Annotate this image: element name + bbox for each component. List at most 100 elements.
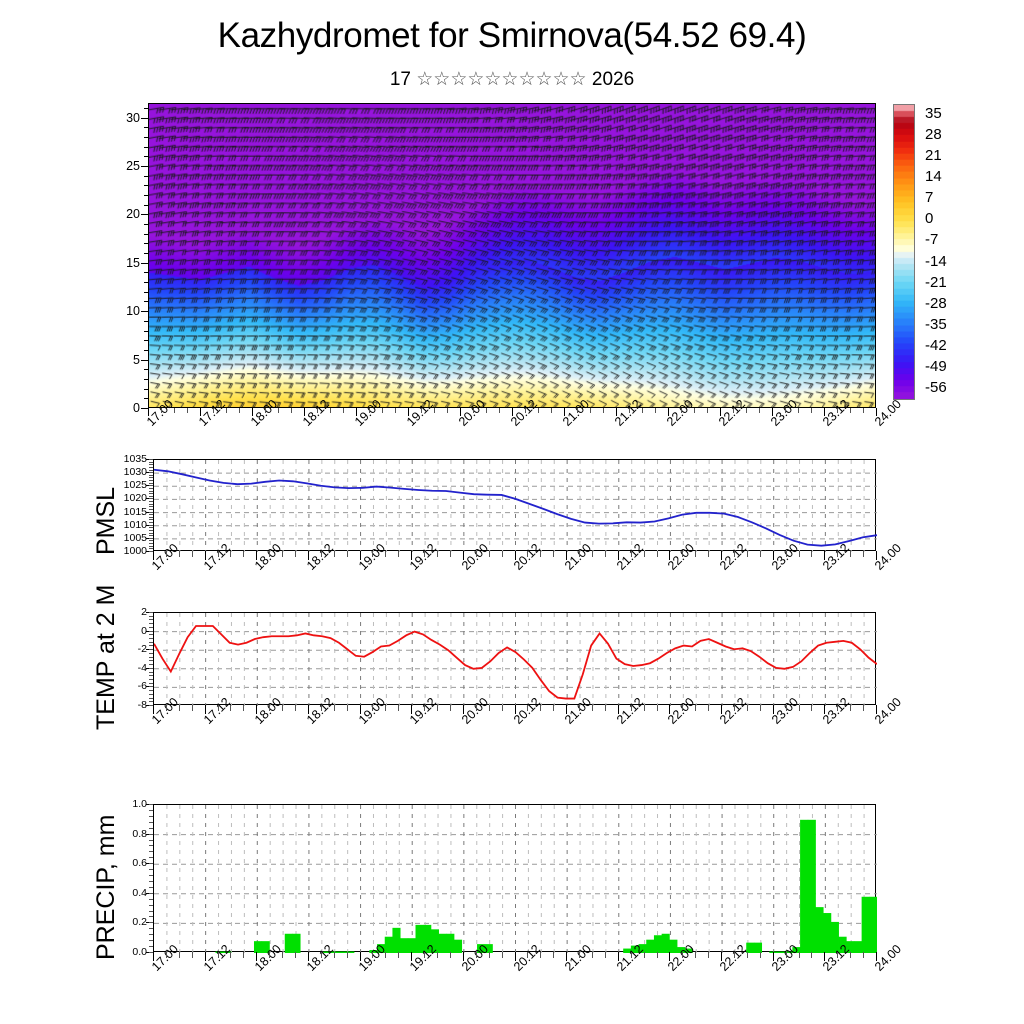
precip-y-tick-label: 1.0 (132, 798, 147, 810)
pmsl-x-minor-tick (799, 551, 800, 557)
main-y-tick-label: 10 (126, 304, 140, 319)
pmsl-y-minor-tick (149, 535, 153, 536)
pmsl-y-minor-tick (149, 519, 153, 520)
main-x-minor-tick (278, 408, 279, 413)
main-x-minor-tick (590, 408, 591, 413)
temp-y-minor-tick (149, 686, 153, 687)
precip-bar (423, 924, 432, 953)
precip-bar (369, 950, 378, 953)
pmsl-x-minor-tick (179, 551, 180, 557)
temp-x-minor-tick (837, 705, 838, 711)
pmsl-y-tick-label: 1035 (123, 453, 147, 465)
precip-y-tick-label: 0.4 (132, 886, 147, 899)
pmsl-x-minor-tick (385, 551, 386, 557)
pmsl-y-minor-tick (149, 472, 153, 473)
pmsl-x-minor-tick (657, 551, 658, 557)
temp-y-minor-tick (149, 672, 153, 673)
temp-y-tick-label: -8 (137, 699, 147, 711)
precip-y-minor-tick (149, 893, 153, 894)
temp-x-minor-tick (527, 705, 528, 711)
pmsl-x-minor-tick (424, 551, 425, 557)
main-y-minor-tick (144, 127, 148, 128)
pmsl-x-minor-tick (850, 551, 851, 557)
pmsl-x-minor-tick (579, 551, 580, 557)
main-y-minor-tick (144, 292, 148, 293)
colorbar-tick-label: -7 (925, 231, 939, 249)
main-x-minor-tick (226, 408, 227, 413)
precip-x-minor-tick (179, 952, 180, 958)
temp-y-minor-tick (149, 649, 153, 650)
precip-y-minor-tick (149, 911, 153, 912)
main-y-minor-tick (144, 243, 148, 244)
precip-x-minor-tick (863, 952, 864, 958)
precip-y-minor-tick (149, 952, 153, 953)
pmsl-x-minor-tick (837, 551, 838, 557)
precip-x-minor-tick (799, 952, 800, 958)
temp-panel (153, 612, 877, 706)
precip-bar (784, 951, 793, 953)
precip-bar (677, 947, 686, 953)
pmsl-y-minor-tick (149, 512, 153, 513)
pmsl-y-minor-tick (149, 540, 153, 541)
precip-bar (384, 936, 393, 953)
precip-y-minor-tick (149, 922, 153, 923)
precip-y-minor-tick (149, 875, 153, 876)
pmsl-x-minor-tick (218, 551, 219, 557)
precip-y-minor-tick (149, 863, 153, 864)
precip-x-minor-tick (230, 952, 231, 958)
main-x-minor-tick (681, 408, 682, 413)
main-y-minor-tick (144, 398, 148, 399)
pmsl-x-minor-tick (437, 551, 438, 557)
temp-x-minor-tick (657, 705, 658, 711)
precip-x-minor-tick (502, 952, 503, 958)
temp-x-tick (205, 705, 206, 714)
precip-x-minor-tick (398, 952, 399, 958)
pmsl-x-tick (566, 551, 567, 560)
precip-x-minor-tick (489, 952, 490, 958)
temp-x-minor-tick (786, 705, 787, 711)
precip-bar (807, 819, 816, 953)
precip-x-tick (205, 952, 206, 961)
temp-y-minor-tick (149, 690, 153, 691)
temp-x-minor-tick (385, 705, 386, 711)
precip-x-tick (618, 952, 619, 961)
precip-bar (638, 944, 647, 953)
precip-bar (661, 933, 670, 953)
precip-bar (746, 942, 755, 953)
precip-bar (823, 913, 832, 953)
colorbar-tick-label: -21 (925, 273, 947, 291)
pmsl-x-minor-tick (592, 551, 593, 557)
temp-x-minor-tick (850, 705, 851, 711)
precip-x-minor-tick (450, 952, 451, 958)
pmsl-x-minor-tick (347, 551, 348, 557)
pmsl-y-minor-tick (149, 459, 153, 460)
pmsl-y-minor-tick (149, 506, 153, 507)
precip-bar (223, 951, 232, 953)
main-y-minor-tick (144, 108, 148, 109)
main-y-minor-tick (144, 331, 148, 332)
main-x-minor-tick (785, 408, 786, 413)
pmsl-y-minor-tick (149, 493, 153, 494)
subtitle-month-glyphs: ☆☆☆☆☆☆☆☆☆☆ (416, 69, 587, 90)
main-x-minor-tick (265, 408, 266, 413)
pmsl-y-tick-label: 1030 (123, 466, 147, 479)
temp-x-tick (411, 705, 412, 714)
pmsl-x-tick (360, 551, 361, 560)
temp-y-minor-tick (149, 616, 153, 617)
precip-bar (323, 951, 332, 953)
precip-y-minor-tick (149, 822, 153, 823)
precip-bar (430, 929, 439, 953)
main-x-tick (564, 408, 565, 416)
main-x-minor-tick (369, 408, 370, 413)
precip-bar (838, 936, 847, 953)
temp-x-minor-tick (579, 705, 580, 711)
precip-bar (861, 896, 870, 953)
precip-bar (392, 927, 401, 953)
pmsl-y-minor-tick (149, 527, 153, 528)
precip-x-minor-tick (605, 952, 606, 958)
colorbar-tick-label: -28 (925, 294, 947, 312)
temp-x-minor-tick (811, 705, 812, 711)
temp-x-tick (824, 705, 825, 714)
temp-y-minor-tick (149, 705, 153, 706)
precip-bar (338, 951, 347, 953)
